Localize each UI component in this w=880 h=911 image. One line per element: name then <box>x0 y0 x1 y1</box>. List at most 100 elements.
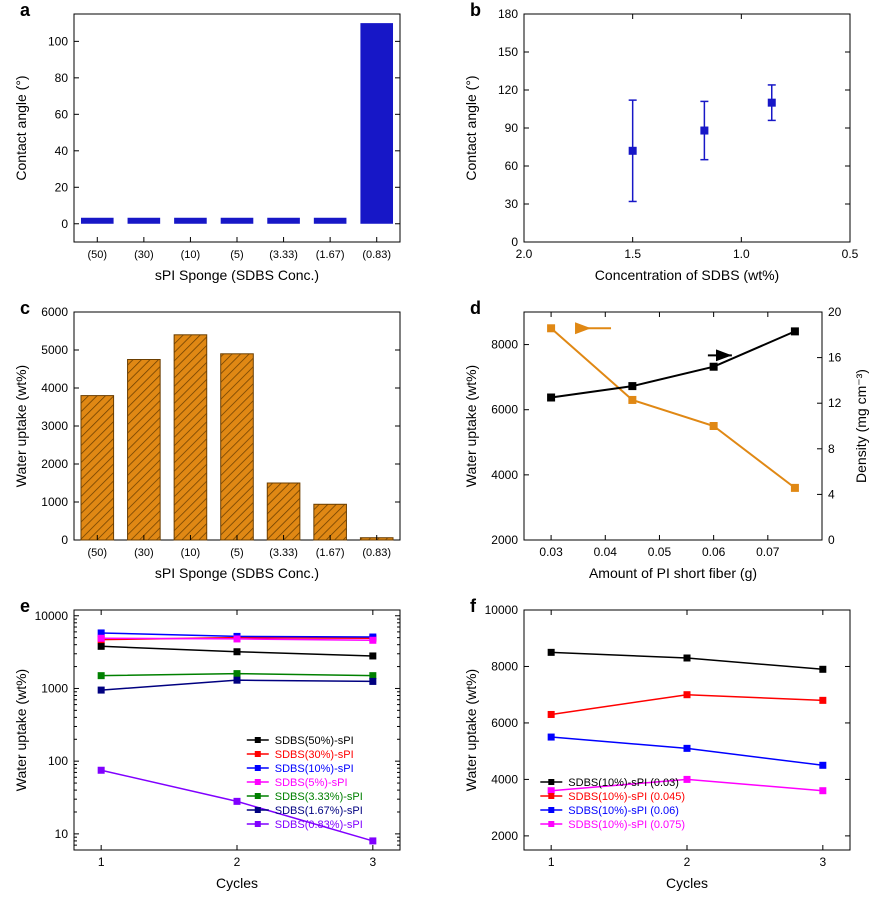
svg-text:Density (mg cm⁻³): Density (mg cm⁻³) <box>853 369 869 483</box>
data-point <box>234 677 241 684</box>
svg-text:(3.33): (3.33) <box>269 249 298 261</box>
data-point <box>819 787 826 794</box>
svg-text:6000: 6000 <box>41 305 68 319</box>
data-point <box>369 678 376 685</box>
legend-label: SDBS(10%)-sPI (0.045) <box>568 791 685 803</box>
svg-text:0: 0 <box>61 217 68 231</box>
data-point <box>628 396 636 404</box>
svg-text:20: 20 <box>828 305 842 319</box>
data-point <box>768 99 776 107</box>
svg-text:0: 0 <box>511 235 518 249</box>
svg-text:180: 180 <box>498 7 518 21</box>
svg-text:0.05: 0.05 <box>648 545 672 559</box>
bar <box>174 335 207 540</box>
svg-text:d: d <box>470 298 481 318</box>
data-point <box>710 422 718 430</box>
data-point <box>547 394 555 402</box>
data-point <box>369 637 376 644</box>
svg-text:5000: 5000 <box>41 343 68 357</box>
svg-text:0.03: 0.03 <box>539 545 563 559</box>
bar <box>314 504 347 540</box>
data-point <box>98 643 105 650</box>
svg-text:1: 1 <box>548 855 555 869</box>
svg-text:(3.33): (3.33) <box>269 547 298 559</box>
svg-text:sPI Sponge (SDBS Conc.): sPI Sponge (SDBS Conc.) <box>155 565 319 581</box>
data-point <box>819 762 826 769</box>
data-point <box>819 666 826 673</box>
svg-text:(30): (30) <box>134 547 154 559</box>
data-point <box>629 147 637 155</box>
bar <box>221 354 254 540</box>
data-point <box>98 687 105 694</box>
data-point <box>547 324 555 332</box>
svg-text:Concentration of SDBS (wt%): Concentration of SDBS (wt%) <box>595 267 779 283</box>
svg-text:3: 3 <box>819 855 826 869</box>
svg-text:12: 12 <box>828 396 842 410</box>
data-point <box>628 382 636 390</box>
data-point <box>684 655 691 662</box>
data-point <box>234 798 241 805</box>
svg-text:sPI Sponge (SDBS Conc.): sPI Sponge (SDBS Conc.) <box>155 267 319 283</box>
svg-text:2: 2 <box>234 855 241 869</box>
svg-text:Water uptake (wt%): Water uptake (wt%) <box>13 365 29 487</box>
svg-text:(10): (10) <box>181 249 201 261</box>
svg-text:40: 40 <box>55 144 69 158</box>
svg-text:100: 100 <box>48 754 68 768</box>
svg-text:8000: 8000 <box>491 338 518 352</box>
svg-text:3000: 3000 <box>41 419 68 433</box>
bar <box>81 396 114 540</box>
legend-label: SDBS(3.33%)-sPI <box>275 791 363 803</box>
svg-text:2000: 2000 <box>41 457 68 471</box>
svg-text:0.06: 0.06 <box>702 545 726 559</box>
data-point <box>548 649 555 656</box>
data-point <box>700 127 708 135</box>
svg-text:1000: 1000 <box>41 495 68 509</box>
svg-text:30: 30 <box>505 197 519 211</box>
svg-text:60: 60 <box>505 159 519 173</box>
svg-text:8000: 8000 <box>491 659 518 673</box>
svg-text:10000: 10000 <box>35 609 69 623</box>
svg-text:Contact angle (°): Contact angle (°) <box>463 75 479 180</box>
bar <box>314 218 347 224</box>
svg-text:150: 150 <box>498 45 518 59</box>
data-point <box>548 734 555 741</box>
bar <box>174 218 207 224</box>
data-point <box>791 484 799 492</box>
bar <box>360 23 393 224</box>
svg-text:Cycles: Cycles <box>666 875 708 891</box>
svg-text:e: e <box>20 596 30 616</box>
svg-text:1: 1 <box>98 855 105 869</box>
svg-text:(50): (50) <box>88 249 108 261</box>
svg-text:(1.67): (1.67) <box>316 547 345 559</box>
svg-text:1000: 1000 <box>41 681 68 695</box>
svg-text:2000: 2000 <box>491 829 518 843</box>
legend-label: SDBS(0.83%)-sPI <box>275 819 363 831</box>
svg-text:(0.83): (0.83) <box>362 249 391 261</box>
data-point <box>819 697 826 704</box>
data-point <box>234 635 241 642</box>
svg-text:(5): (5) <box>230 249 243 261</box>
svg-text:Water uptake (wt%): Water uptake (wt%) <box>463 669 479 791</box>
svg-text:Water uptake (wt%): Water uptake (wt%) <box>13 669 29 791</box>
svg-text:6000: 6000 <box>491 716 518 730</box>
data-point <box>98 635 105 642</box>
svg-text:16: 16 <box>828 351 842 365</box>
svg-text:4000: 4000 <box>491 772 518 786</box>
svg-text:60: 60 <box>55 107 69 121</box>
svg-text:(5): (5) <box>230 547 243 559</box>
svg-text:a: a <box>20 0 31 20</box>
svg-text:100: 100 <box>48 34 68 48</box>
svg-text:20: 20 <box>55 180 69 194</box>
series-line <box>551 328 795 488</box>
svg-text:(0.83): (0.83) <box>362 547 391 559</box>
svg-text:4000: 4000 <box>491 468 518 482</box>
svg-text:0: 0 <box>61 533 68 547</box>
data-point <box>234 670 241 677</box>
legend-label: SDBS(10%)-sPI <box>275 763 354 775</box>
svg-text:80: 80 <box>55 71 69 85</box>
svg-text:2: 2 <box>684 855 691 869</box>
svg-text:2000: 2000 <box>491 533 518 547</box>
data-point <box>369 652 376 659</box>
data-point <box>791 327 799 335</box>
svg-text:8: 8 <box>828 442 835 456</box>
